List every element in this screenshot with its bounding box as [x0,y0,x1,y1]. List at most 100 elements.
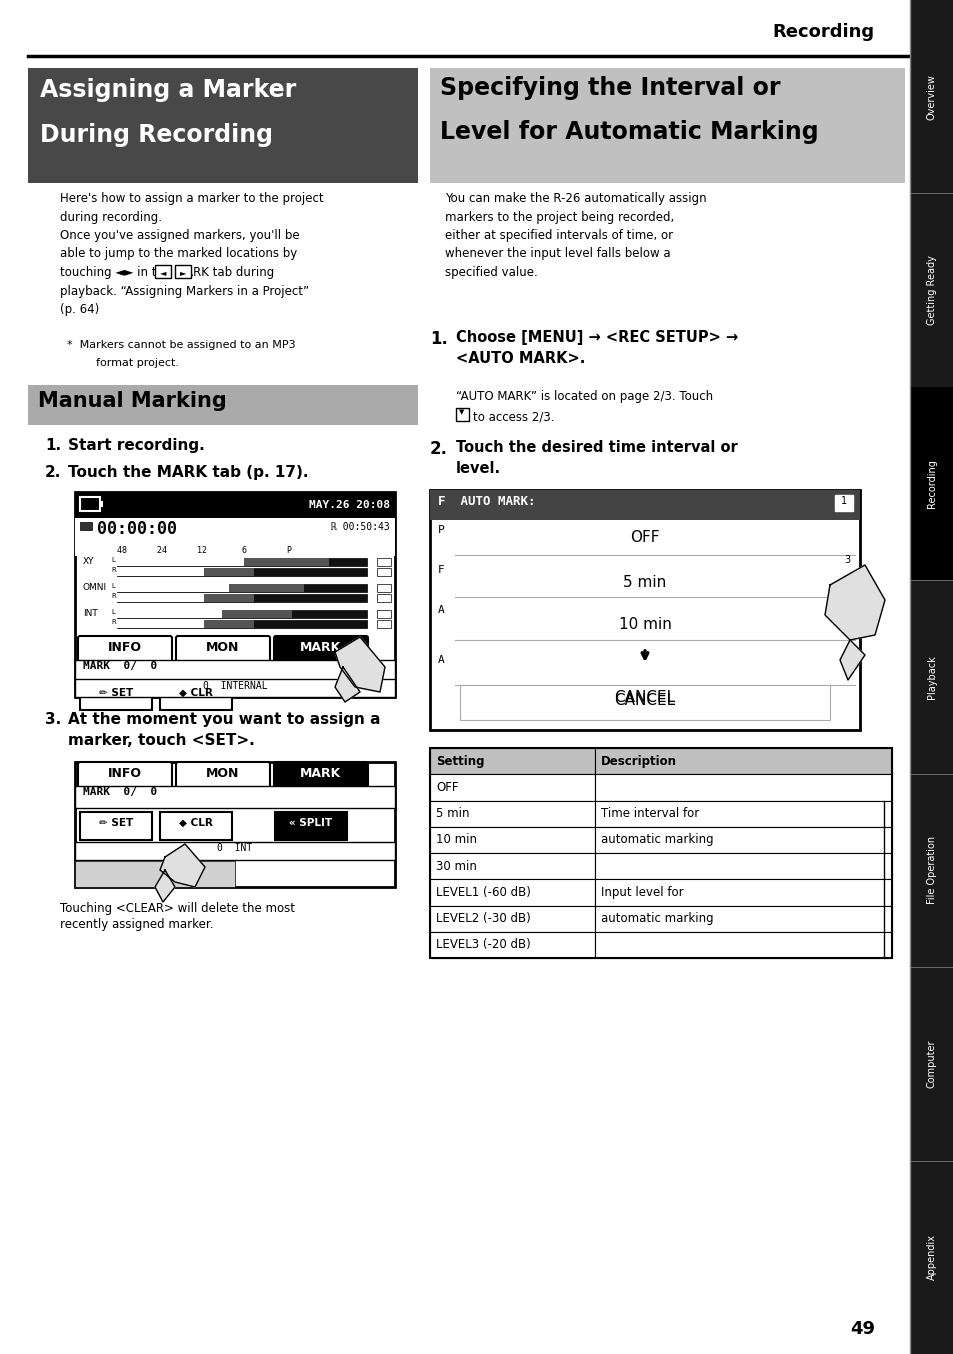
Text: XY: XY [83,556,94,566]
Bar [834,496,852,510]
Bar [430,747,891,959]
Text: INT: INT [83,609,97,617]
Bar [459,685,829,720]
Text: MARK  0/  0: MARK 0/ 0 [83,787,157,798]
Bar [430,800,595,827]
Bar [430,879,595,906]
Bar [430,932,595,959]
Text: You can make the R-26 automatically assign
markers to the project being recorded: You can make the R-26 automatically assi… [444,192,706,279]
Text: ◄: ◄ [159,268,166,278]
FancyBboxPatch shape [175,636,270,662]
Bar [376,558,391,566]
Bar [160,682,232,709]
Text: to access 2/3.: to access 2/3. [473,410,554,422]
Bar [117,584,230,592]
Bar [160,812,232,839]
Text: 1: 1 [840,496,846,506]
Bar [80,682,152,709]
Text: ✏ SET: ✏ SET [99,688,133,699]
Text: Playback: Playback [926,655,936,699]
Bar [100,501,103,506]
Bar [117,611,292,617]
Text: Touching <CLEAR> will delete the most: Touching <CLEAR> will delete the most [60,902,294,915]
Text: File Operation: File Operation [926,837,936,904]
Text: L: L [111,609,114,615]
Text: Appendix: Appendix [926,1235,936,1281]
Text: 3.: 3. [45,712,61,727]
Text: L: L [111,556,114,563]
FancyBboxPatch shape [175,762,270,788]
Bar [75,492,395,519]
Text: Computer: Computer [926,1040,936,1089]
Text: INFO: INFO [108,766,142,780]
Bar [430,68,904,183]
Bar [117,620,204,628]
Bar [117,558,244,566]
Bar [117,611,367,617]
Bar [117,558,367,566]
Polygon shape [335,636,385,692]
Bar [430,490,859,730]
Bar [430,747,595,774]
Bar [376,620,391,628]
Text: ◆ CLR: ◆ CLR [179,818,213,829]
Bar [117,594,254,603]
Text: Getting Ready: Getting Ready [926,255,936,325]
Bar [75,659,395,682]
Bar [28,68,417,183]
Text: OFF: OFF [436,781,458,793]
Bar [75,842,395,860]
Text: Description: Description [600,754,677,768]
Text: MARK: MARK [300,766,341,780]
Text: Overview: Overview [926,73,936,119]
Bar [376,594,391,603]
Bar [117,620,367,628]
Text: During Recording: During Recording [40,123,273,148]
Bar [430,853,595,879]
Text: R: R [111,567,115,573]
Bar [117,567,367,575]
Text: 10 min: 10 min [436,833,476,846]
Bar [595,906,891,932]
Bar [75,678,395,697]
Text: Recording: Recording [926,459,936,508]
Bar [75,787,395,808]
Polygon shape [840,640,864,680]
Text: Manual Marking: Manual Marking [38,391,227,412]
Bar [909,0,953,1354]
Bar [376,567,391,575]
Text: Level for Automatic Marking: Level for Automatic Marking [439,121,818,144]
Text: F: F [437,565,444,575]
Polygon shape [154,871,174,902]
Text: 5 min: 5 min [436,807,469,821]
Bar [75,546,395,556]
Text: CANCEL: CANCEL [614,691,675,705]
Bar [117,611,222,617]
Bar [75,762,395,887]
Text: *  Markers cannot be assigned to an MP3: * Markers cannot be assigned to an MP3 [60,340,295,349]
Text: ✏ SET: ✏ SET [99,818,133,829]
FancyBboxPatch shape [78,636,172,662]
Text: 00:00:00: 00:00:00 [97,520,177,538]
Text: recently assigned marker.: recently assigned marker. [60,918,213,932]
Bar [80,497,100,510]
Bar [595,747,891,774]
Text: F  AUTO MARK:: F AUTO MARK: [437,496,535,508]
Text: MAY.26 20:08: MAY.26 20:08 [309,500,390,510]
Bar [117,584,367,592]
Text: automatic marking: automatic marking [600,913,713,925]
Text: ◆ CLR: ◆ CLR [179,688,213,699]
Bar [75,492,395,697]
Bar [117,594,367,603]
Text: At the moment you want to assign a
marker, touch <SET>.: At the moment you want to assign a marke… [68,712,380,747]
Bar [117,558,329,566]
Text: OMNI: OMNI [83,584,107,592]
Text: Recording: Recording [772,23,874,41]
Text: format project.: format project. [75,357,179,368]
Bar [117,620,254,628]
Text: P: P [437,525,444,535]
FancyBboxPatch shape [274,762,368,788]
Text: 2.: 2. [430,440,448,458]
Text: Start recording.: Start recording. [68,437,205,454]
Bar [595,932,891,959]
